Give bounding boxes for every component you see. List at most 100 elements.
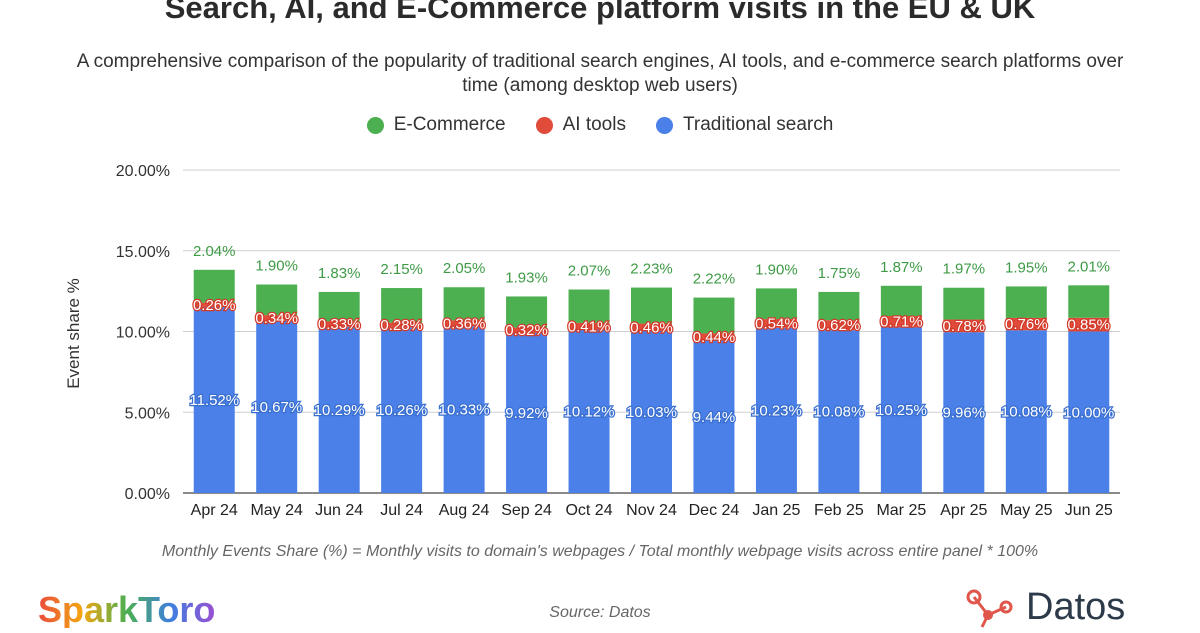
bar-ai-tools bbox=[256, 315, 298, 321]
bar-ai-tools bbox=[755, 319, 797, 328]
data-label-ecommerce: 1.90% bbox=[255, 258, 298, 275]
x-tick-label: Oct 24 bbox=[565, 502, 612, 519]
data-label-ecommerce: 2.23% bbox=[630, 261, 673, 278]
bar-ai-tools bbox=[1068, 317, 1110, 332]
sparktoro-logo: SparkToro bbox=[38, 588, 248, 633]
bar-traditional-search bbox=[568, 329, 610, 493]
x-tick-label: Feb 25 bbox=[814, 502, 864, 519]
data-label-traditional-search: 9.44% bbox=[693, 409, 736, 426]
chart-title: Search, AI, and E-Commerce platform visi… bbox=[164, 0, 1036, 25]
bar-ecommerce bbox=[1068, 285, 1110, 318]
data-label-ecommerce: 2.15% bbox=[380, 261, 423, 278]
data-label-ai-tools: 0.36% bbox=[443, 315, 486, 332]
data-label-ecommerce: 1.97% bbox=[943, 261, 986, 278]
bar-ai-tools bbox=[318, 321, 360, 327]
data-label-ai-tools: 0.44% bbox=[693, 329, 736, 346]
y-tick-label: 5.00% bbox=[125, 405, 170, 422]
x-tick-label: May 25 bbox=[1000, 502, 1053, 519]
data-label-ecommerce: 1.90% bbox=[755, 261, 798, 278]
source-label: Source: Datos bbox=[549, 604, 651, 621]
data-label-ai-tools: 0.78% bbox=[943, 318, 986, 335]
bar-traditional-search bbox=[318, 326, 360, 493]
bar-traditional-search bbox=[943, 332, 985, 493]
x-tick-label: Apr 25 bbox=[940, 502, 987, 519]
legend-label-ecommerce: E-Commerce bbox=[393, 114, 506, 135]
data-label-ecommerce: 1.83% bbox=[318, 265, 361, 282]
data-label-ai-tools: 0.54% bbox=[755, 315, 798, 332]
data-label-ai-tools: 0.32% bbox=[505, 322, 548, 339]
data-label-ecommerce: 2.07% bbox=[568, 263, 611, 280]
bar-traditional-search bbox=[818, 330, 860, 493]
legend-label-ai-tools: AI tools bbox=[562, 114, 626, 135]
bar-traditional-search bbox=[443, 326, 485, 493]
x-tick-label: Jan 25 bbox=[752, 502, 800, 519]
bar-ecommerce bbox=[443, 287, 485, 321]
x-tick-label: Nov 24 bbox=[626, 502, 677, 519]
y-tick-label: 10.00% bbox=[116, 325, 170, 342]
x-tick-label: May 24 bbox=[250, 502, 303, 519]
bar-ai-tools bbox=[568, 322, 610, 330]
data-label-traditional-search: 10.67% bbox=[251, 399, 302, 416]
bar-ai-tools bbox=[631, 323, 672, 332]
x-tick-label: Aug 24 bbox=[439, 502, 490, 519]
bar-ecommerce bbox=[256, 284, 298, 316]
stacked-bar-chart: 0.00% 5.00% 10.00% 15.00% 20.00% Event share … bbox=[64, 163, 1120, 519]
y-axis-label: Event share % bbox=[64, 278, 83, 389]
data-label-traditional-search: 10.08% bbox=[1001, 404, 1052, 421]
data-label-ai-tools: 0.46% bbox=[630, 319, 673, 336]
legend-item-ecommerce: E-Commerce bbox=[366, 114, 506, 136]
bar-ai-tools bbox=[381, 322, 423, 328]
data-label-ecommerce: 2.01% bbox=[1067, 258, 1110, 275]
bar-traditional-search bbox=[506, 332, 548, 493]
x-tick-label: Apr 24 bbox=[191, 502, 238, 519]
data-label-ecommerce: 2.05% bbox=[443, 260, 486, 277]
legend-dot-traditional-search bbox=[655, 116, 673, 134]
bar-traditional-search bbox=[880, 327, 922, 493]
data-label-ecommerce: 1.87% bbox=[880, 259, 923, 276]
bar-traditional-search bbox=[1068, 331, 1110, 493]
legend-dot-ai-tools bbox=[535, 116, 553, 134]
bar-ai-tools bbox=[193, 302, 235, 307]
data-label-traditional-search: 9.92% bbox=[505, 405, 548, 422]
datos-logo-icon bbox=[966, 589, 1013, 628]
bar-ai-tools bbox=[506, 327, 548, 333]
bar-ecommerce bbox=[193, 269, 235, 303]
bar-ai-tools bbox=[1005, 317, 1047, 331]
data-label-ai-tools: 0.26% bbox=[193, 297, 236, 314]
data-label-ai-tools: 0.71% bbox=[880, 314, 923, 331]
data-label-traditional-search: 9.96% bbox=[943, 405, 986, 422]
data-label-ecommerce: 1.93% bbox=[505, 269, 548, 286]
data-label-ai-tools: 0.33% bbox=[318, 316, 361, 333]
data-label-traditional-search: 11.52% bbox=[189, 392, 239, 409]
legend-item-ai-tools: AI tools bbox=[535, 114, 626, 136]
bar-traditional-search bbox=[193, 306, 235, 493]
bar-ai-tools bbox=[943, 319, 985, 333]
data-label-ai-tools: 0.41% bbox=[568, 318, 611, 335]
bar-traditional-search bbox=[256, 320, 298, 493]
datos-logo-text: Datos bbox=[1026, 585, 1126, 628]
data-label-ecommerce: 1.75% bbox=[818, 265, 861, 282]
data-label-ai-tools: 0.76% bbox=[1005, 316, 1048, 333]
bar-ecommerce bbox=[880, 285, 922, 316]
data-label-traditional-search: 10.33% bbox=[439, 402, 490, 419]
x-tick-label: Dec 24 bbox=[689, 502, 740, 519]
chart-subtitle: A comprehensive comparison of the popula… bbox=[76, 51, 1124, 96]
data-label-ai-tools: 0.62% bbox=[818, 317, 861, 334]
data-label-ai-tools: 0.28% bbox=[380, 317, 423, 334]
data-label-traditional-search: 10.08% bbox=[813, 404, 864, 421]
data-label-ai-tools: 0.85% bbox=[1067, 317, 1110, 334]
bar-ai-tools bbox=[443, 320, 485, 327]
bar-traditional-search bbox=[693, 340, 735, 493]
bar-ecommerce bbox=[568, 289, 610, 323]
bar-traditional-search bbox=[755, 327, 797, 493]
bar-ecommerce bbox=[318, 291, 360, 322]
data-label-traditional-search: 10.00% bbox=[1063, 404, 1114, 421]
bar-ai-tools bbox=[880, 315, 922, 328]
bar-ai-tools bbox=[818, 320, 860, 331]
data-label-traditional-search: 10.23% bbox=[751, 402, 802, 419]
bar-ecommerce bbox=[1005, 286, 1047, 318]
data-label-ecommerce: 2.04% bbox=[193, 243, 236, 260]
data-label-traditional-search: 10.12% bbox=[564, 403, 615, 420]
legend: E-Commerce AI tools Traditional search bbox=[0, 114, 1200, 136]
datos-logo: Datos bbox=[962, 585, 1125, 629]
